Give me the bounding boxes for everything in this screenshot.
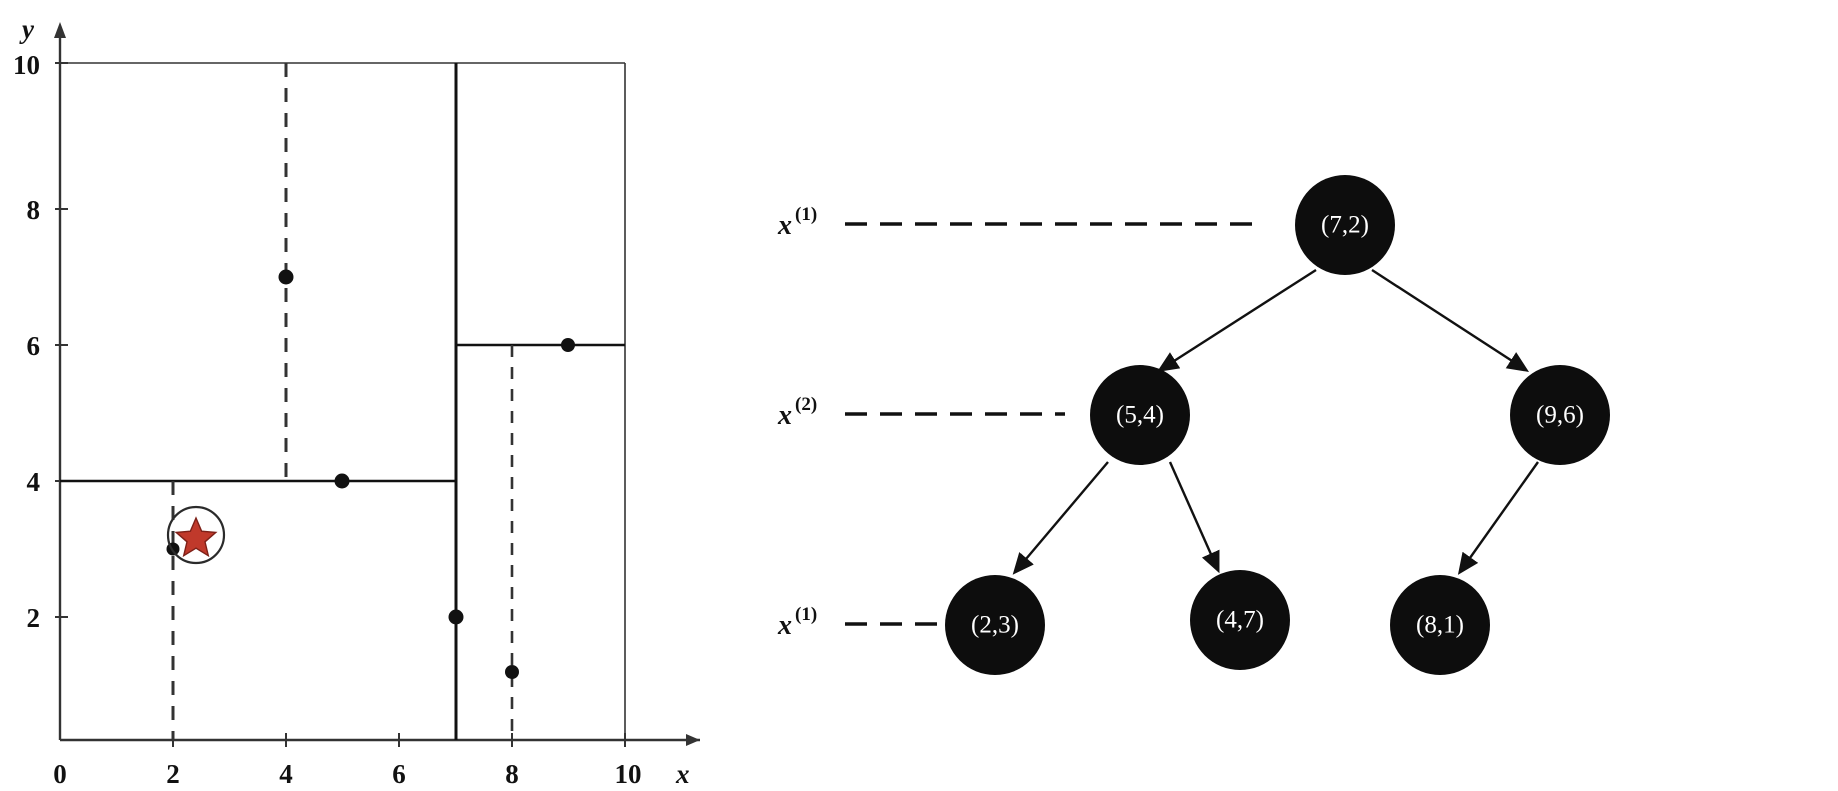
x-tick-label-10: 10 <box>615 759 642 789</box>
node-circle-rl[interactable] <box>1390 575 1490 675</box>
tree-edges <box>1012 268 1539 575</box>
node-label-root: (7,2) <box>1321 212 1369 239</box>
y-axis-ticks <box>55 62 68 618</box>
level-2-label-base: x <box>777 400 792 431</box>
data-point-9-6[interactable] <box>561 338 575 352</box>
x-tick-label-6: 6 <box>392 759 406 789</box>
y-tick-label-6: 6 <box>27 331 41 361</box>
level-guide-1: x (1) <box>777 204 1265 241</box>
y-tick-label-10: 10 <box>13 50 40 80</box>
edge-right-to-rl <box>1457 461 1539 575</box>
space-partition-panel: 2 4 6 8 10 0 2 4 6 8 10 y x <box>0 0 760 791</box>
data-points <box>166 269 575 679</box>
edge-root-to-right <box>1371 268 1530 372</box>
y-axis-title: y <box>19 14 35 44</box>
level-1-label-base: x <box>777 210 792 241</box>
edge-left-to-lr <box>1168 461 1220 574</box>
level-3-label-base: x <box>777 610 792 641</box>
node-circle-left[interactable] <box>1090 365 1190 465</box>
x-tick-label-0: 0 <box>53 759 67 789</box>
edge-left-to-ll <box>1012 461 1109 575</box>
tree-node-rl[interactable]: (8,1) <box>1390 575 1490 675</box>
y-tick-label-4: 4 <box>27 467 41 497</box>
node-label-left: (5,4) <box>1116 402 1164 429</box>
edge-root-to-left <box>1156 268 1317 372</box>
x-tick-label-2: 2 <box>166 759 180 789</box>
level-guide-3: x (1) <box>777 604 960 641</box>
x-axis-title: x <box>675 759 690 789</box>
node-circle-ll[interactable] <box>945 575 1045 675</box>
query-marker-group <box>166 505 226 565</box>
node-circle-root[interactable] <box>1295 175 1395 275</box>
level-1-label-sup: (1) <box>795 204 817 225</box>
axes <box>54 22 700 746</box>
data-point-5-4[interactable] <box>334 473 350 489</box>
y-tick-label-2: 2 <box>27 603 41 633</box>
data-point-8-1[interactable] <box>505 665 519 679</box>
space-partition-svg: 2 4 6 8 10 0 2 4 6 8 10 y x <box>13 14 700 789</box>
y-tick-label-8: 8 <box>27 195 41 225</box>
x-tick-label-8: 8 <box>505 759 519 789</box>
split-lines-solid <box>60 63 625 740</box>
data-point-4-7[interactable] <box>278 269 294 285</box>
level-3-label-sup: (1) <box>795 604 817 625</box>
query-star-icon <box>174 516 218 558</box>
tree-node-left[interactable]: (5,4) <box>1090 365 1190 465</box>
node-label-ll: (2,3) <box>971 612 1019 639</box>
x-tick-label-4: 4 <box>279 759 293 789</box>
kd-tree-panel: x (1) x (2) x (1) <box>760 0 1838 791</box>
node-label-rl: (8,1) <box>1416 612 1464 639</box>
tree-node-lr[interactable]: (4,7) <box>1190 570 1290 670</box>
data-point-7-2[interactable] <box>448 609 464 625</box>
node-circle-right[interactable] <box>1510 365 1610 465</box>
split-lines-dashed <box>171 63 514 740</box>
tree-node-right[interactable]: (9,6) <box>1510 365 1610 465</box>
node-label-lr: (4,7) <box>1216 607 1264 634</box>
tree-node-ll[interactable]: (2,3) <box>945 575 1045 675</box>
level-2-label-sup: (2) <box>795 394 817 415</box>
kd-tree-svg: x (1) x (2) x (1) <box>777 175 1610 675</box>
plot-frame <box>60 62 626 740</box>
node-circle-lr[interactable] <box>1190 570 1290 670</box>
tree-node-root[interactable]: (7,2) <box>1295 175 1395 275</box>
node-label-right: (9,6) <box>1536 402 1584 429</box>
x-axis-ticks <box>172 733 626 747</box>
level-guide-2: x (2) <box>777 394 1065 431</box>
query-highlight-circle-icon <box>166 505 226 565</box>
